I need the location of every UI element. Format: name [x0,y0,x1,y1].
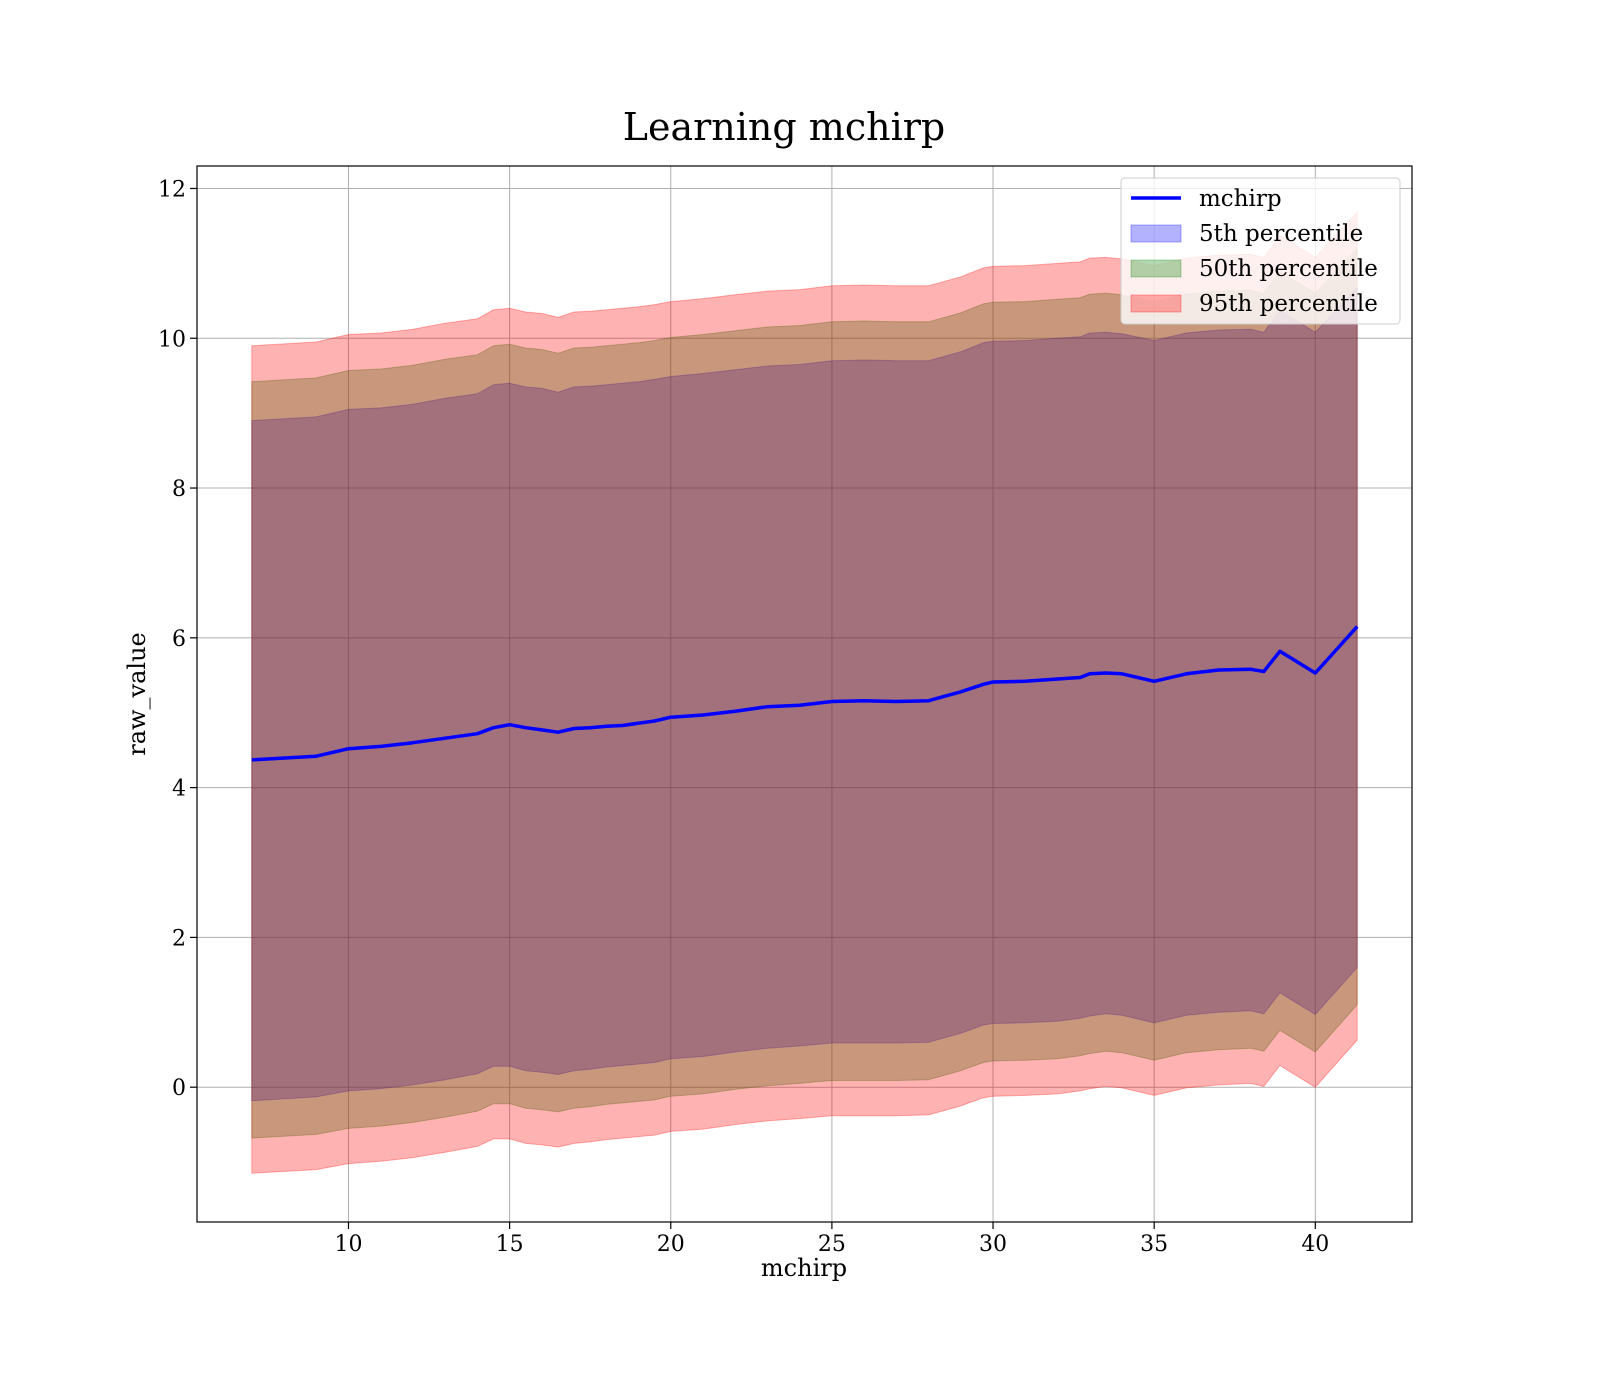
chart-title: Learning mchirp [623,105,945,149]
y-axis-label: raw_value [123,632,151,756]
x-tick-label: 25 [818,1232,846,1257]
y-tick-label: 4 [172,777,186,802]
band-5th-percentile [251,286,1358,1102]
legend-swatch-5th-percentile [1130,224,1182,243]
x-axis-label: mchirp [761,1254,847,1282]
y-tick-label: 2 [172,926,186,951]
series-lines [251,625,1359,762]
y-tick-label: 10 [158,327,186,352]
legend-label-5th-percentile: 5th percentile [1199,221,1363,247]
line-mchirp [251,625,1359,762]
y-tick-label: 0 [172,1076,186,1101]
legend-box [1120,177,1401,325]
x-tick-label: 20 [657,1232,685,1257]
legend-swatch-50th-percentile [1130,259,1182,278]
x-tick-label: 15 [496,1232,524,1257]
x-axis-ticks: 10 15 20 25 30 35 40 [334,1222,1329,1257]
band-95th-percentile [251,211,1358,1174]
x-tick-label: 40 [1301,1232,1329,1257]
percentile-bands [251,211,1358,1174]
legend-label-50th-percentile: 50th percentile [1199,256,1378,282]
legend-swatch-95th-percentile [1130,294,1182,313]
y-tick-label: 6 [172,627,186,652]
legend-label-95th-percentile: 95th percentile [1199,291,1378,317]
x-tick-label: 10 [334,1232,362,1257]
band-50th-percentile [251,247,1358,1139]
x-tick-label: 35 [1140,1232,1168,1257]
y-tick-label: 12 [158,177,186,202]
y-axis-ticks: 0 2 4 6 8 10 12 [158,177,197,1101]
x-tick-label: 30 [979,1232,1007,1257]
legend: mchirp 5th percentile 50th percentile 95th … [1120,177,1401,325]
y-tick-label: 8 [172,477,186,502]
legend-label-mchirp: mchirp [1199,186,1282,212]
plot-frame [196,165,1413,1223]
